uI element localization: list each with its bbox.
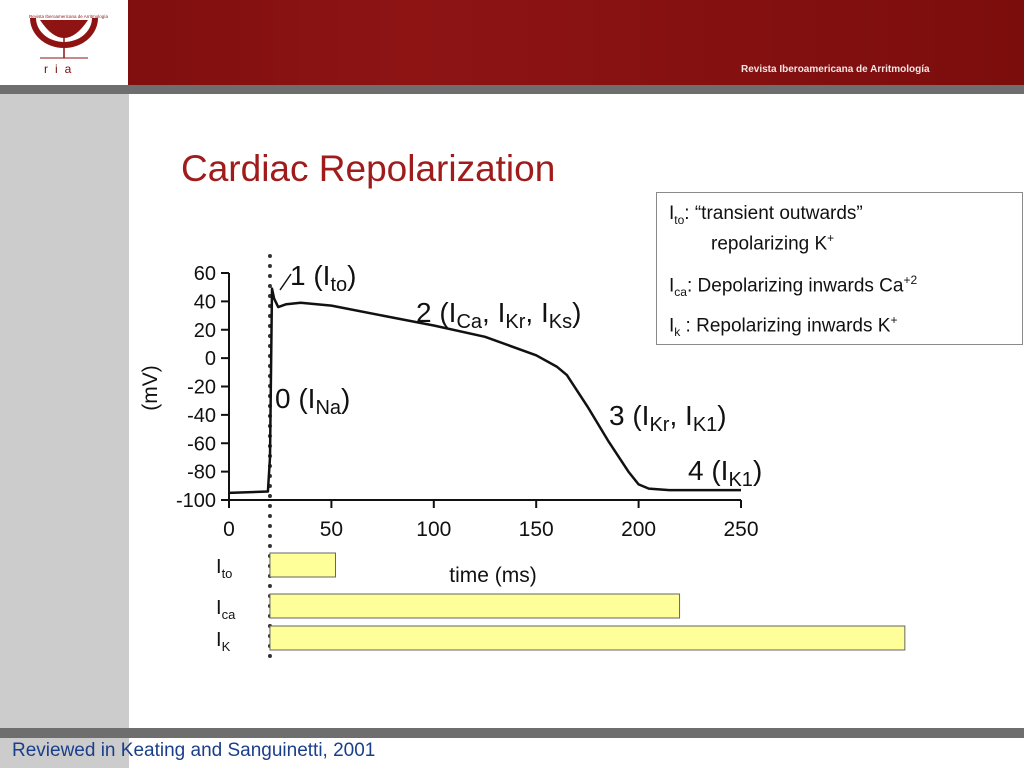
phase-3-label: 3 (IKr, IK1) xyxy=(609,400,727,436)
logo-emblem xyxy=(30,18,98,59)
slide-title: Cardiac Repolarization xyxy=(181,148,556,189)
legend-ito: Ito: “transient outwards” xyxy=(669,203,863,227)
logo: Revista Iberoamericana de Arritmología r… xyxy=(0,0,128,85)
phase-annotations: 1 (Ito) 2 (ICa, IKr, IKs) 0 (INa) 3 (IKr… xyxy=(275,260,762,491)
legend-ica: Ica: Depolarizing inwards Ca+2 xyxy=(669,273,918,300)
footer-divider xyxy=(0,728,1024,738)
y-tick-label: -40 xyxy=(187,405,216,427)
y-tick-label: -60 xyxy=(187,433,216,455)
phase-2-label: 2 (ICa, IKr, IKs) xyxy=(416,297,581,333)
current-bar-ca xyxy=(269,593,681,619)
current-bar-label: Ica xyxy=(216,597,236,622)
current-bar-k xyxy=(269,625,906,651)
y-tick-label: 20 xyxy=(194,320,216,342)
x-tick-label: 50 xyxy=(320,518,343,541)
phase-1-pointer xyxy=(279,273,292,291)
current-bar-label: IK xyxy=(216,629,231,654)
legend-ik: Ik : Repolarizing inwards K+ xyxy=(669,313,898,340)
citation: Reviewed in Keating and Sanguinetti, 200… xyxy=(12,740,376,761)
x-axis-label: time (ms) xyxy=(449,564,537,587)
phase-4-label: 4 (IK1) xyxy=(688,455,762,491)
curve-layer xyxy=(228,287,741,495)
y-tick-label: -80 xyxy=(187,462,216,484)
legend-box: Ito: “transient outwards” repolarizing K… xyxy=(656,192,1023,345)
x-tick-label: 0 xyxy=(223,518,235,541)
action-potential-curve xyxy=(228,287,741,495)
side-band xyxy=(0,94,129,768)
y-axis-label: (mV) xyxy=(139,365,162,411)
current-bar-to xyxy=(269,552,336,578)
y-tick-label: 60 xyxy=(194,263,216,285)
x-tick-label: 100 xyxy=(416,518,451,541)
header-divider xyxy=(0,85,1024,94)
y-tick-label: 40 xyxy=(194,291,216,313)
current-bars: Ito Ica IK xyxy=(216,552,906,654)
journal-title: Revista Iberoamericana de Arritmología xyxy=(741,64,930,75)
phase-0-label: 0 (INa) xyxy=(275,383,350,419)
y-tick-label: 0 xyxy=(205,348,216,370)
logo-wordmark: ria xyxy=(44,62,79,76)
phase-1-label: 1 (Ito) xyxy=(290,260,356,296)
current-bar-label: Ito xyxy=(216,556,232,581)
x-tick-label: 250 xyxy=(723,518,758,541)
legend-ito-continued: repolarizing K+ xyxy=(711,231,835,255)
y-tick-label: -20 xyxy=(187,377,216,399)
y-tick-label: -100 xyxy=(176,490,216,512)
x-tick-label: 150 xyxy=(519,518,554,541)
header-banner: Revista Iberoamericana de Arritmología r… xyxy=(0,0,1024,85)
x-tick-label: 200 xyxy=(621,518,656,541)
logo-caption: Revista Iberoamericana de Arritmología xyxy=(29,14,109,19)
